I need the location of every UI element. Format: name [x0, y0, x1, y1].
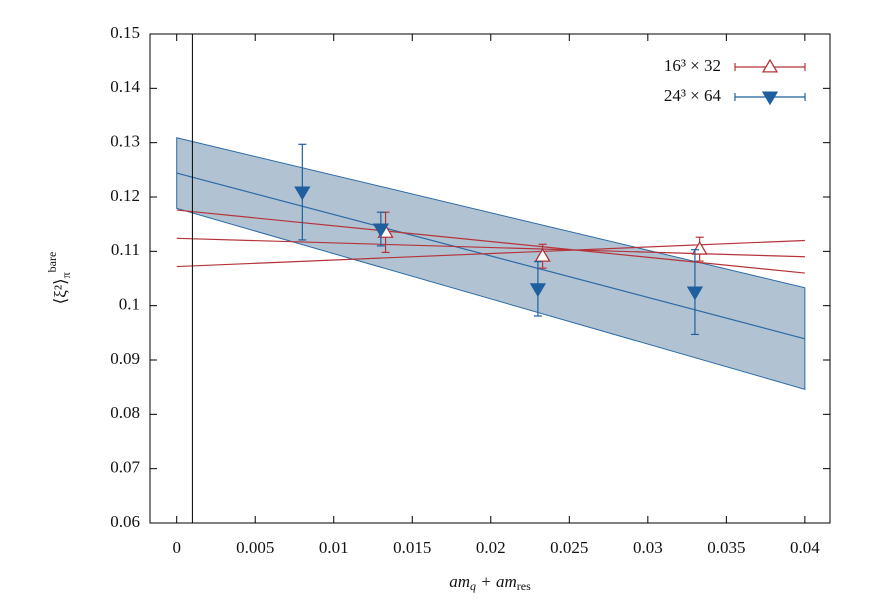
y-tick-label: 0.13 — [110, 132, 140, 151]
x-tick-label: 0.015 — [393, 538, 431, 557]
y-label-part: bare — [45, 252, 59, 273]
y-tick-label: 0.15 — [110, 23, 140, 42]
legend-marker — [761, 91, 779, 106]
x-tick-label: 0.035 — [707, 538, 745, 557]
data-point — [686, 286, 704, 301]
x-tick-label: 0.04 — [790, 538, 820, 557]
y-label-part: π — [59, 272, 73, 278]
x-tick-label: 0 — [172, 538, 181, 557]
y-tick-label: 0.07 — [110, 458, 140, 477]
y-axis-label: ⟨ξ²⟩πbare — [45, 252, 73, 305]
data-point — [529, 283, 547, 298]
legend-marker — [761, 58, 779, 73]
legend-label: 24³ × 64 — [664, 86, 722, 105]
fit-line — [176, 209, 805, 274]
data-point — [691, 240, 708, 255]
x-label-part: am — [449, 572, 470, 591]
y-tick-label: 0.1 — [119, 295, 140, 314]
data-point — [294, 186, 311, 201]
y-tick-label: 0.08 — [110, 403, 140, 422]
y-tick-label: 0.14 — [110, 77, 140, 96]
confidence-band — [176, 137, 806, 391]
x-axis-label: amq + amres — [449, 572, 531, 593]
x-tick-label: 0.02 — [476, 538, 506, 557]
x-tick-label: 0.03 — [633, 538, 663, 557]
data-point — [534, 247, 551, 262]
y-tick-label: 0.12 — [110, 186, 140, 205]
legend-label: 16³ × 32 — [664, 56, 721, 75]
plot-frame — [149, 33, 831, 524]
y-label-part: ⟨ξ²⟩ — [51, 278, 70, 304]
y-tick-label: 0.06 — [110, 512, 140, 531]
y-tick-label: 0.11 — [111, 240, 140, 259]
fit-line — [176, 172, 806, 340]
x-label-part: + am — [476, 572, 517, 591]
x-label-part: q — [470, 579, 476, 593]
y-tick-label: 0.09 — [110, 349, 140, 368]
x-tick-label: 0.01 — [319, 538, 349, 557]
data-point — [372, 223, 389, 238]
x-tick-label: 0.005 — [236, 538, 274, 557]
x-tick-label: 0.025 — [550, 538, 588, 557]
x-label-part: res — [517, 579, 531, 593]
